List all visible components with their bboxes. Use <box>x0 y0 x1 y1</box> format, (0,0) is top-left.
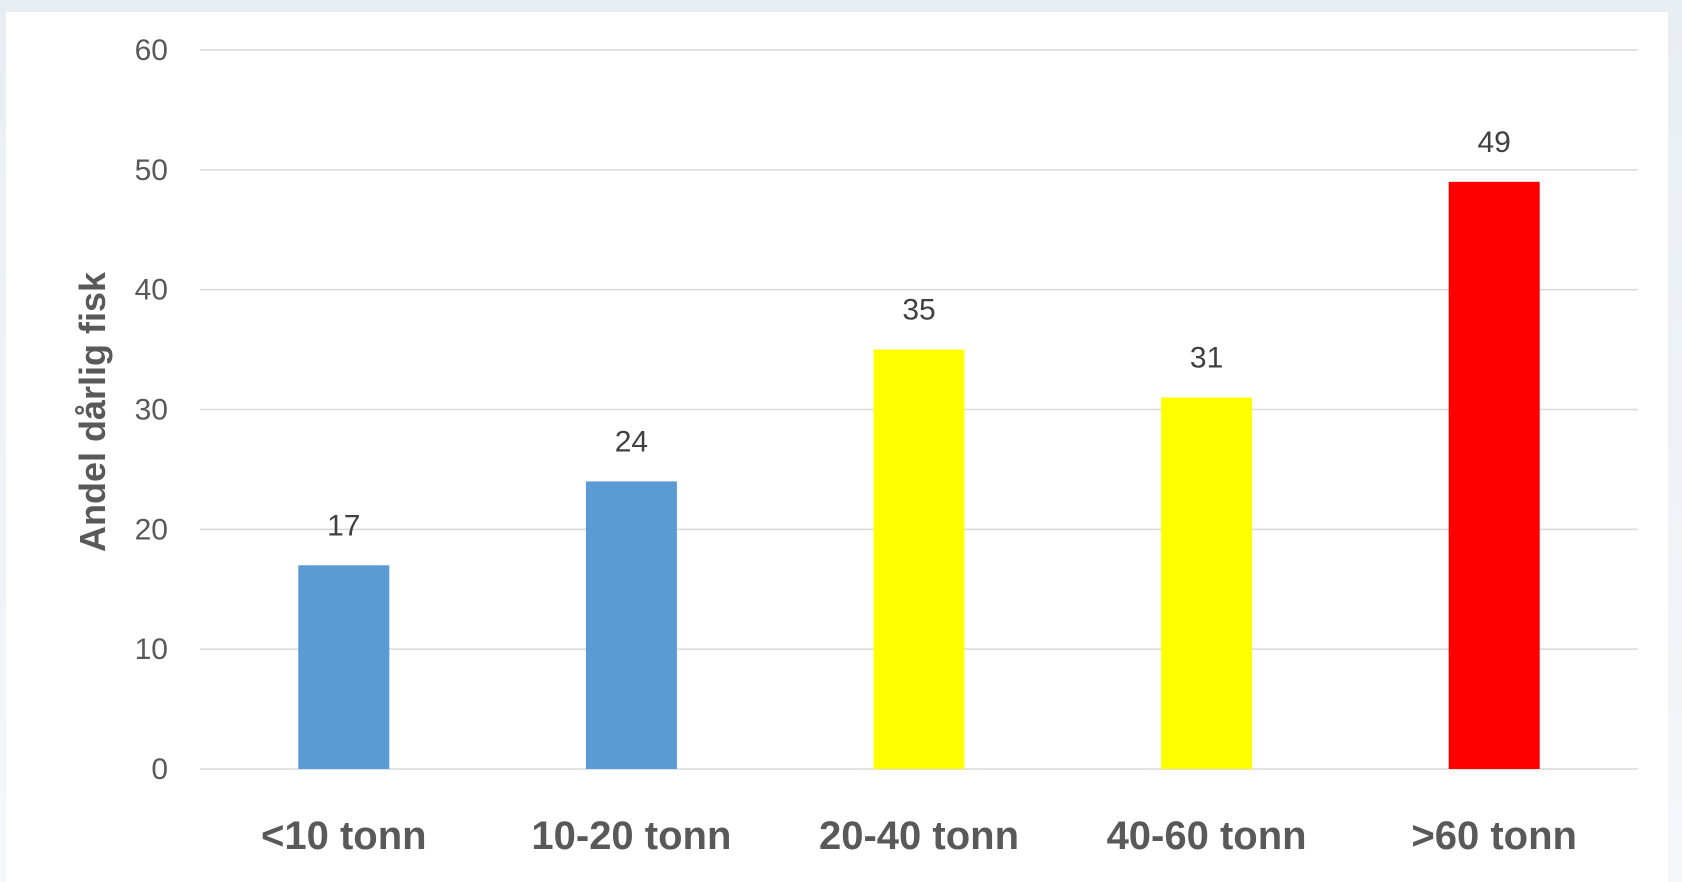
bar <box>298 565 390 769</box>
bar <box>873 349 965 769</box>
x-tick-label: 40-60 tonn <box>1107 814 1307 858</box>
x-axis-category-labels: <10 tonn 10-20 tonn 20-40 tonn 40-60 tonn >6… <box>261 814 1577 858</box>
data-label: 35 <box>902 294 935 327</box>
x-tick-label: >60 tonn <box>1411 814 1577 858</box>
bar <box>1448 181 1540 770</box>
y-axis-title: Andel dårlig fisk <box>72 271 113 552</box>
x-tick-label: 10-20 tonn <box>531 814 731 858</box>
y-tick-label: 0 <box>151 753 168 786</box>
data-label: 49 <box>1478 126 1511 159</box>
data-label: 31 <box>1190 342 1223 375</box>
data-label: 17 <box>327 509 360 542</box>
bar <box>585 481 677 769</box>
x-tick-label: <10 tonn <box>261 814 427 858</box>
data-labels: 17 24 35 31 49 <box>327 126 1511 542</box>
y-tick-label: 20 <box>135 513 168 546</box>
y-tick-label: 30 <box>135 394 168 427</box>
bars <box>298 181 1540 770</box>
x-tick-label: 20-40 tonn <box>819 814 1019 858</box>
y-tick-label: 40 <box>135 274 168 307</box>
y-tick-label: 10 <box>135 633 168 666</box>
data-label: 24 <box>615 425 648 458</box>
y-axis-tick-labels: 0 10 20 30 40 50 60 <box>135 34 168 786</box>
y-tick-label: 60 <box>135 34 168 67</box>
chart-area <box>6 12 1668 882</box>
y-tick-label: 50 <box>135 154 168 187</box>
bar <box>1161 397 1253 769</box>
